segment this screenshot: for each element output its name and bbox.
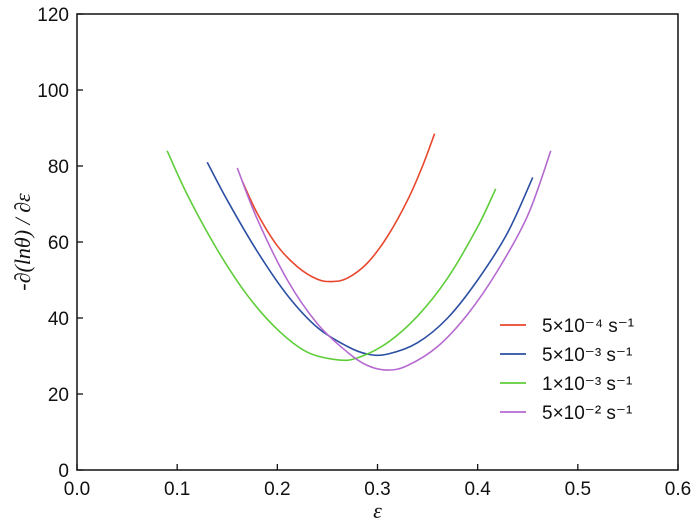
plot-frame — [76, 13, 679, 471]
y-tick-label: 100 — [37, 81, 69, 102]
y-axis-title: -∂(lnθ) / ∂ε — [10, 193, 35, 291]
x-axis-ticks: 0.0 0.1 0.2 0.3 0.4 0.5 0.6 — [64, 464, 691, 500]
legend-label-4: 5×10⁻² s⁻¹ — [542, 403, 632, 424]
legend-label-1: 5×10⁻⁴ s⁻¹ — [542, 316, 634, 337]
y-tick-label: 60 — [48, 233, 69, 254]
legend-label-2: 5×10⁻³ s⁻¹ — [542, 345, 632, 366]
y-tick-label: 40 — [48, 309, 69, 330]
y-tick-label: 120 — [37, 5, 69, 26]
series-lines — [166, 133, 552, 371]
x-tick-label: 0.5 — [565, 479, 591, 500]
x-tick-label: 0.3 — [364, 479, 390, 500]
x-axis-title: ε — [373, 498, 382, 523]
x-tick-label: 0.4 — [464, 479, 491, 500]
series-line-1 — [241, 133, 436, 283]
x-tick-label: 0.1 — [164, 479, 190, 500]
legend: 5×10⁻⁴ s⁻¹ 5×10⁻³ s⁻¹ 1×10⁻³ s⁻¹ 5×10⁻² s⁻¹ — [500, 316, 634, 424]
x-tick-label: 0.2 — [264, 479, 290, 500]
y-tick-label: 20 — [48, 385, 69, 406]
legend-label-3: 1×10⁻³ s⁻¹ — [542, 374, 632, 395]
series-line-3 — [166, 150, 497, 362]
y-tick-label: 0 — [58, 461, 69, 482]
y-axis-ticks: 0 20 40 60 80 100 120 — [37, 5, 83, 482]
x-tick-label: 0.0 — [64, 479, 90, 500]
series-line-2 — [206, 161, 534, 357]
y-tick-label: 80 — [48, 157, 69, 178]
x-tick-label: 0.6 — [665, 479, 691, 500]
series-line-4 — [236, 150, 552, 371]
